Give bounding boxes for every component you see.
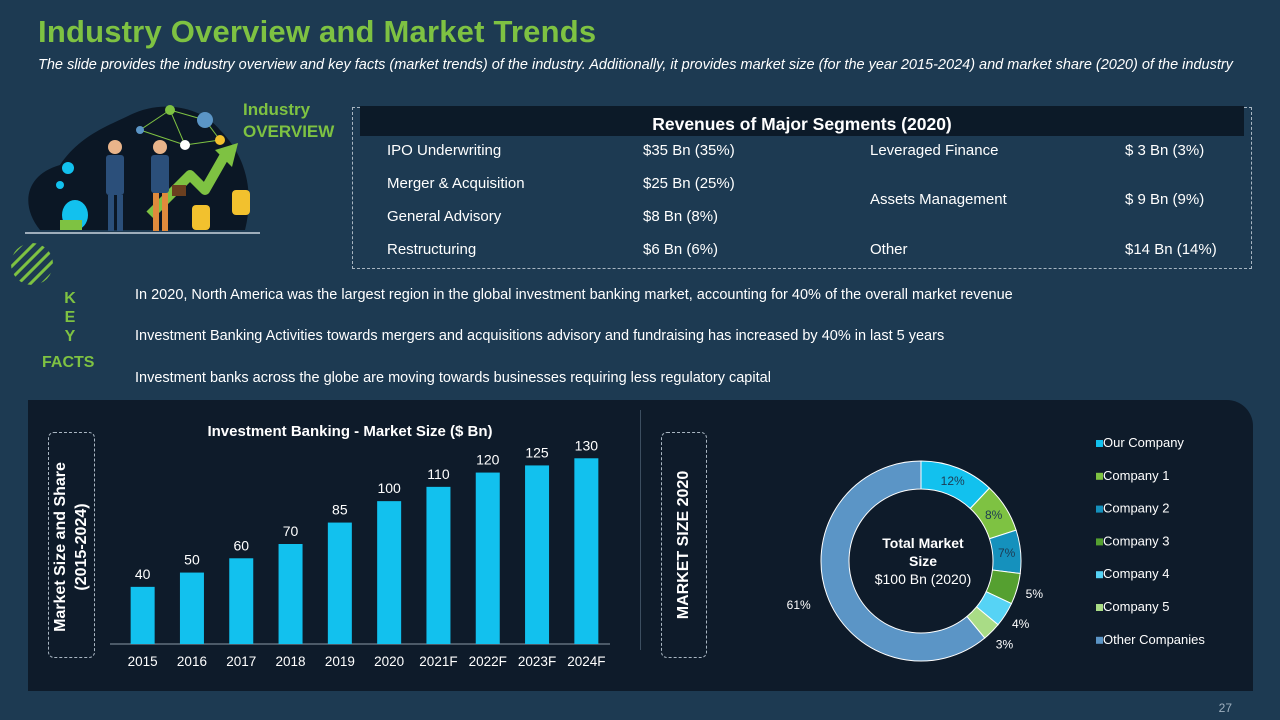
donut-value-label: 12% bbox=[941, 474, 965, 488]
donut-value-label: 8% bbox=[985, 508, 1003, 522]
legend-label: Company 5 bbox=[1103, 599, 1169, 614]
bar-2024F bbox=[574, 458, 599, 644]
bar-2019 bbox=[327, 522, 352, 644]
bar-value-label: 50 bbox=[184, 552, 200, 568]
key-fact-item: In 2020, North America was the largest r… bbox=[135, 287, 1013, 303]
bar-value-label: 60 bbox=[233, 537, 249, 553]
overview-line1: Industry bbox=[243, 100, 311, 119]
market-size-share-label: Market Size and Share (2015-2024) bbox=[50, 435, 94, 659]
bar-value-label: 100 bbox=[377, 480, 401, 496]
bar-value-label: 40 bbox=[135, 566, 151, 582]
segment-value: $14 Bn (14%) bbox=[1125, 241, 1217, 258]
legend-swatch bbox=[1096, 505, 1103, 513]
x-tick-label: 2023F bbox=[518, 654, 556, 669]
bar-2017 bbox=[229, 558, 254, 644]
legend-swatch bbox=[1096, 604, 1103, 611]
market-size-share-line2: (2015-2024) bbox=[73, 503, 90, 591]
x-tick-label: 2021F bbox=[419, 654, 457, 669]
panel-divider bbox=[640, 410, 641, 650]
donut-value-label: 5% bbox=[1026, 587, 1044, 601]
key-letter: E bbox=[64, 309, 76, 326]
donut-center-line3: $100 Bn (2020) bbox=[875, 571, 972, 587]
legend-swatch bbox=[1096, 440, 1103, 447]
donut-slice-other-companies bbox=[820, 460, 986, 662]
facts-word: FACTS bbox=[42, 354, 95, 371]
segment-value: $ 9 Bn (9%) bbox=[1125, 191, 1205, 208]
bar-2016 bbox=[179, 572, 204, 644]
x-tick-label: 2020 bbox=[374, 654, 404, 669]
legend-label: Company 2 bbox=[1103, 501, 1169, 516]
bar-2020 bbox=[377, 501, 402, 644]
donut-value-label: 3% bbox=[996, 637, 1014, 651]
x-tick-label: 2018 bbox=[276, 654, 306, 669]
bar-2022F bbox=[475, 472, 500, 644]
bar-value-label: 70 bbox=[283, 523, 299, 539]
legend-label: Other Companies bbox=[1103, 632, 1205, 647]
donut-center-line2: Size bbox=[909, 553, 937, 569]
legend-label: Company 1 bbox=[1103, 468, 1169, 483]
legend-label: Company 3 bbox=[1103, 533, 1169, 548]
x-tick-label: 2019 bbox=[325, 654, 355, 669]
x-tick-label: 2024F bbox=[567, 654, 605, 669]
segment-value: $ 3 Bn (3%) bbox=[1125, 142, 1205, 159]
key-letter: K bbox=[64, 290, 76, 307]
key-fact-item: Investment banks across the globe are mo… bbox=[135, 370, 771, 386]
bar-value-label: 125 bbox=[525, 444, 549, 460]
x-tick-label: 2017 bbox=[226, 654, 256, 669]
segment-name: IPO Underwriting bbox=[387, 142, 502, 159]
bar-value-label: 120 bbox=[476, 452, 500, 468]
segment-value: $25 Bn (25%) bbox=[643, 175, 735, 192]
key-letters: K E Y bbox=[60, 289, 80, 346]
segment-value: $35 Bn (35%) bbox=[643, 142, 735, 159]
legend-swatch bbox=[1096, 538, 1103, 546]
striped-circle-icon bbox=[11, 243, 53, 285]
segment-name: Leveraged Finance bbox=[870, 142, 999, 159]
bar-chart-title: Investment Banking - Market Size ($ Bn) bbox=[207, 423, 492, 440]
segment-name: General Advisory bbox=[387, 208, 502, 225]
donut-center-line1: Total Market bbox=[882, 535, 964, 551]
market-size-2020-frame bbox=[661, 432, 707, 658]
legend-label: Our Company bbox=[1103, 435, 1184, 450]
page-number: 27 bbox=[1218, 701, 1232, 715]
bar-2015 bbox=[130, 586, 155, 644]
segment-name: Restructuring bbox=[387, 241, 477, 258]
business-handshake-illustration bbox=[25, 105, 260, 234]
segment-name: Assets Management bbox=[870, 191, 1007, 208]
key-fact-item: Investment Banking Activities towards me… bbox=[135, 328, 945, 344]
donut-value-label: 4% bbox=[1012, 617, 1030, 631]
x-tick-label: 2022F bbox=[469, 654, 507, 669]
legend-swatch bbox=[1096, 636, 1103, 644]
legend-swatch bbox=[1096, 472, 1103, 480]
segment-name: Other bbox=[870, 241, 908, 258]
bar-2021F bbox=[426, 486, 451, 644]
market-size-bar-chart: Investment Banking - Market Size ($ Bn) 4… bbox=[110, 423, 610, 669]
bar-2023F bbox=[525, 465, 550, 644]
segment-value: $6 Bn (6%) bbox=[643, 241, 719, 258]
donut-value-label: 7% bbox=[998, 546, 1016, 560]
market-size-share-line1: Market Size and Share bbox=[52, 462, 69, 632]
slide-subtitle: The slide provides the industry overview… bbox=[38, 57, 1233, 73]
legend-label: Company 4 bbox=[1103, 566, 1169, 581]
market-size-share-frame bbox=[48, 432, 95, 658]
x-tick-label: 2016 bbox=[177, 654, 207, 669]
bar-value-label: 130 bbox=[575, 437, 599, 453]
legend-swatch bbox=[1096, 571, 1103, 579]
industry-overview-label: Industry OVERVIEW bbox=[243, 99, 334, 143]
donut-value-label: 61% bbox=[787, 598, 811, 612]
segment-value: $8 Bn (8%) bbox=[643, 208, 719, 225]
revenues-table-title: Revenues of Major Segments (2020) bbox=[360, 106, 1244, 136]
segment-name: Merger & Acquisition bbox=[387, 175, 525, 192]
slide-title: Industry Overview and Market Trends bbox=[38, 14, 597, 49]
key-letter: Y bbox=[64, 328, 76, 345]
market-share-donut-chart: Total Market Size $100 Bn (2020) 12% 8% 7%… bbox=[787, 435, 1205, 662]
bar-2018 bbox=[278, 544, 303, 644]
bar-value-label: 85 bbox=[332, 502, 348, 518]
bar-value-label: 110 bbox=[427, 466, 450, 482]
x-tick-label: 2015 bbox=[128, 654, 158, 669]
overview-line2: OVERVIEW bbox=[243, 122, 335, 141]
